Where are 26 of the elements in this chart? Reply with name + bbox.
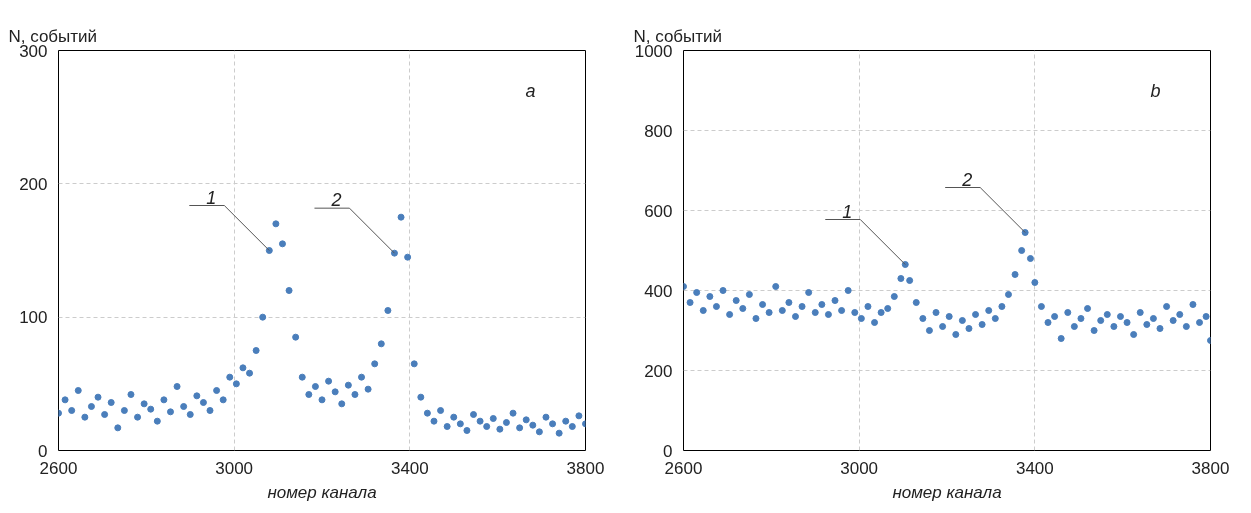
y-tick-label: 600 bbox=[644, 201, 673, 221]
annotation: 2 bbox=[961, 169, 973, 190]
y-tick-label: 0 bbox=[663, 441, 673, 461]
x-tick-label: 3000 bbox=[215, 458, 254, 478]
y-tick-label: 200 bbox=[644, 361, 673, 381]
x-axis-title: номер канала bbox=[892, 482, 1002, 502]
x-tick-label: 3800 bbox=[566, 458, 605, 478]
y-tick-label: 200 bbox=[19, 174, 48, 194]
x-tick-label: 3400 bbox=[390, 458, 429, 478]
annotation: b bbox=[1150, 80, 1161, 101]
y-tick-label: 100 bbox=[19, 308, 48, 328]
x-tick-label: 3000 bbox=[840, 458, 879, 478]
annotation: a bbox=[525, 80, 536, 101]
x-tick-label: 2600 bbox=[664, 458, 703, 478]
x-tick-label: 2600 bbox=[39, 458, 78, 478]
y-tick-label: 800 bbox=[644, 121, 673, 141]
x-tick-label: 3400 bbox=[1015, 458, 1054, 478]
x-axis-title: номер канала bbox=[267, 482, 377, 502]
annotation: 2 bbox=[330, 190, 342, 211]
y-tick-label: 400 bbox=[644, 281, 673, 301]
y-tick-label: 0 bbox=[38, 441, 48, 461]
annotation: 1 bbox=[206, 187, 217, 208]
y-axis-title: N, событий bbox=[633, 26, 723, 46]
annotation: 1 bbox=[842, 201, 853, 222]
y-axis-title: N, событий bbox=[8, 26, 98, 46]
x-tick-label: 3800 bbox=[1191, 458, 1230, 478]
